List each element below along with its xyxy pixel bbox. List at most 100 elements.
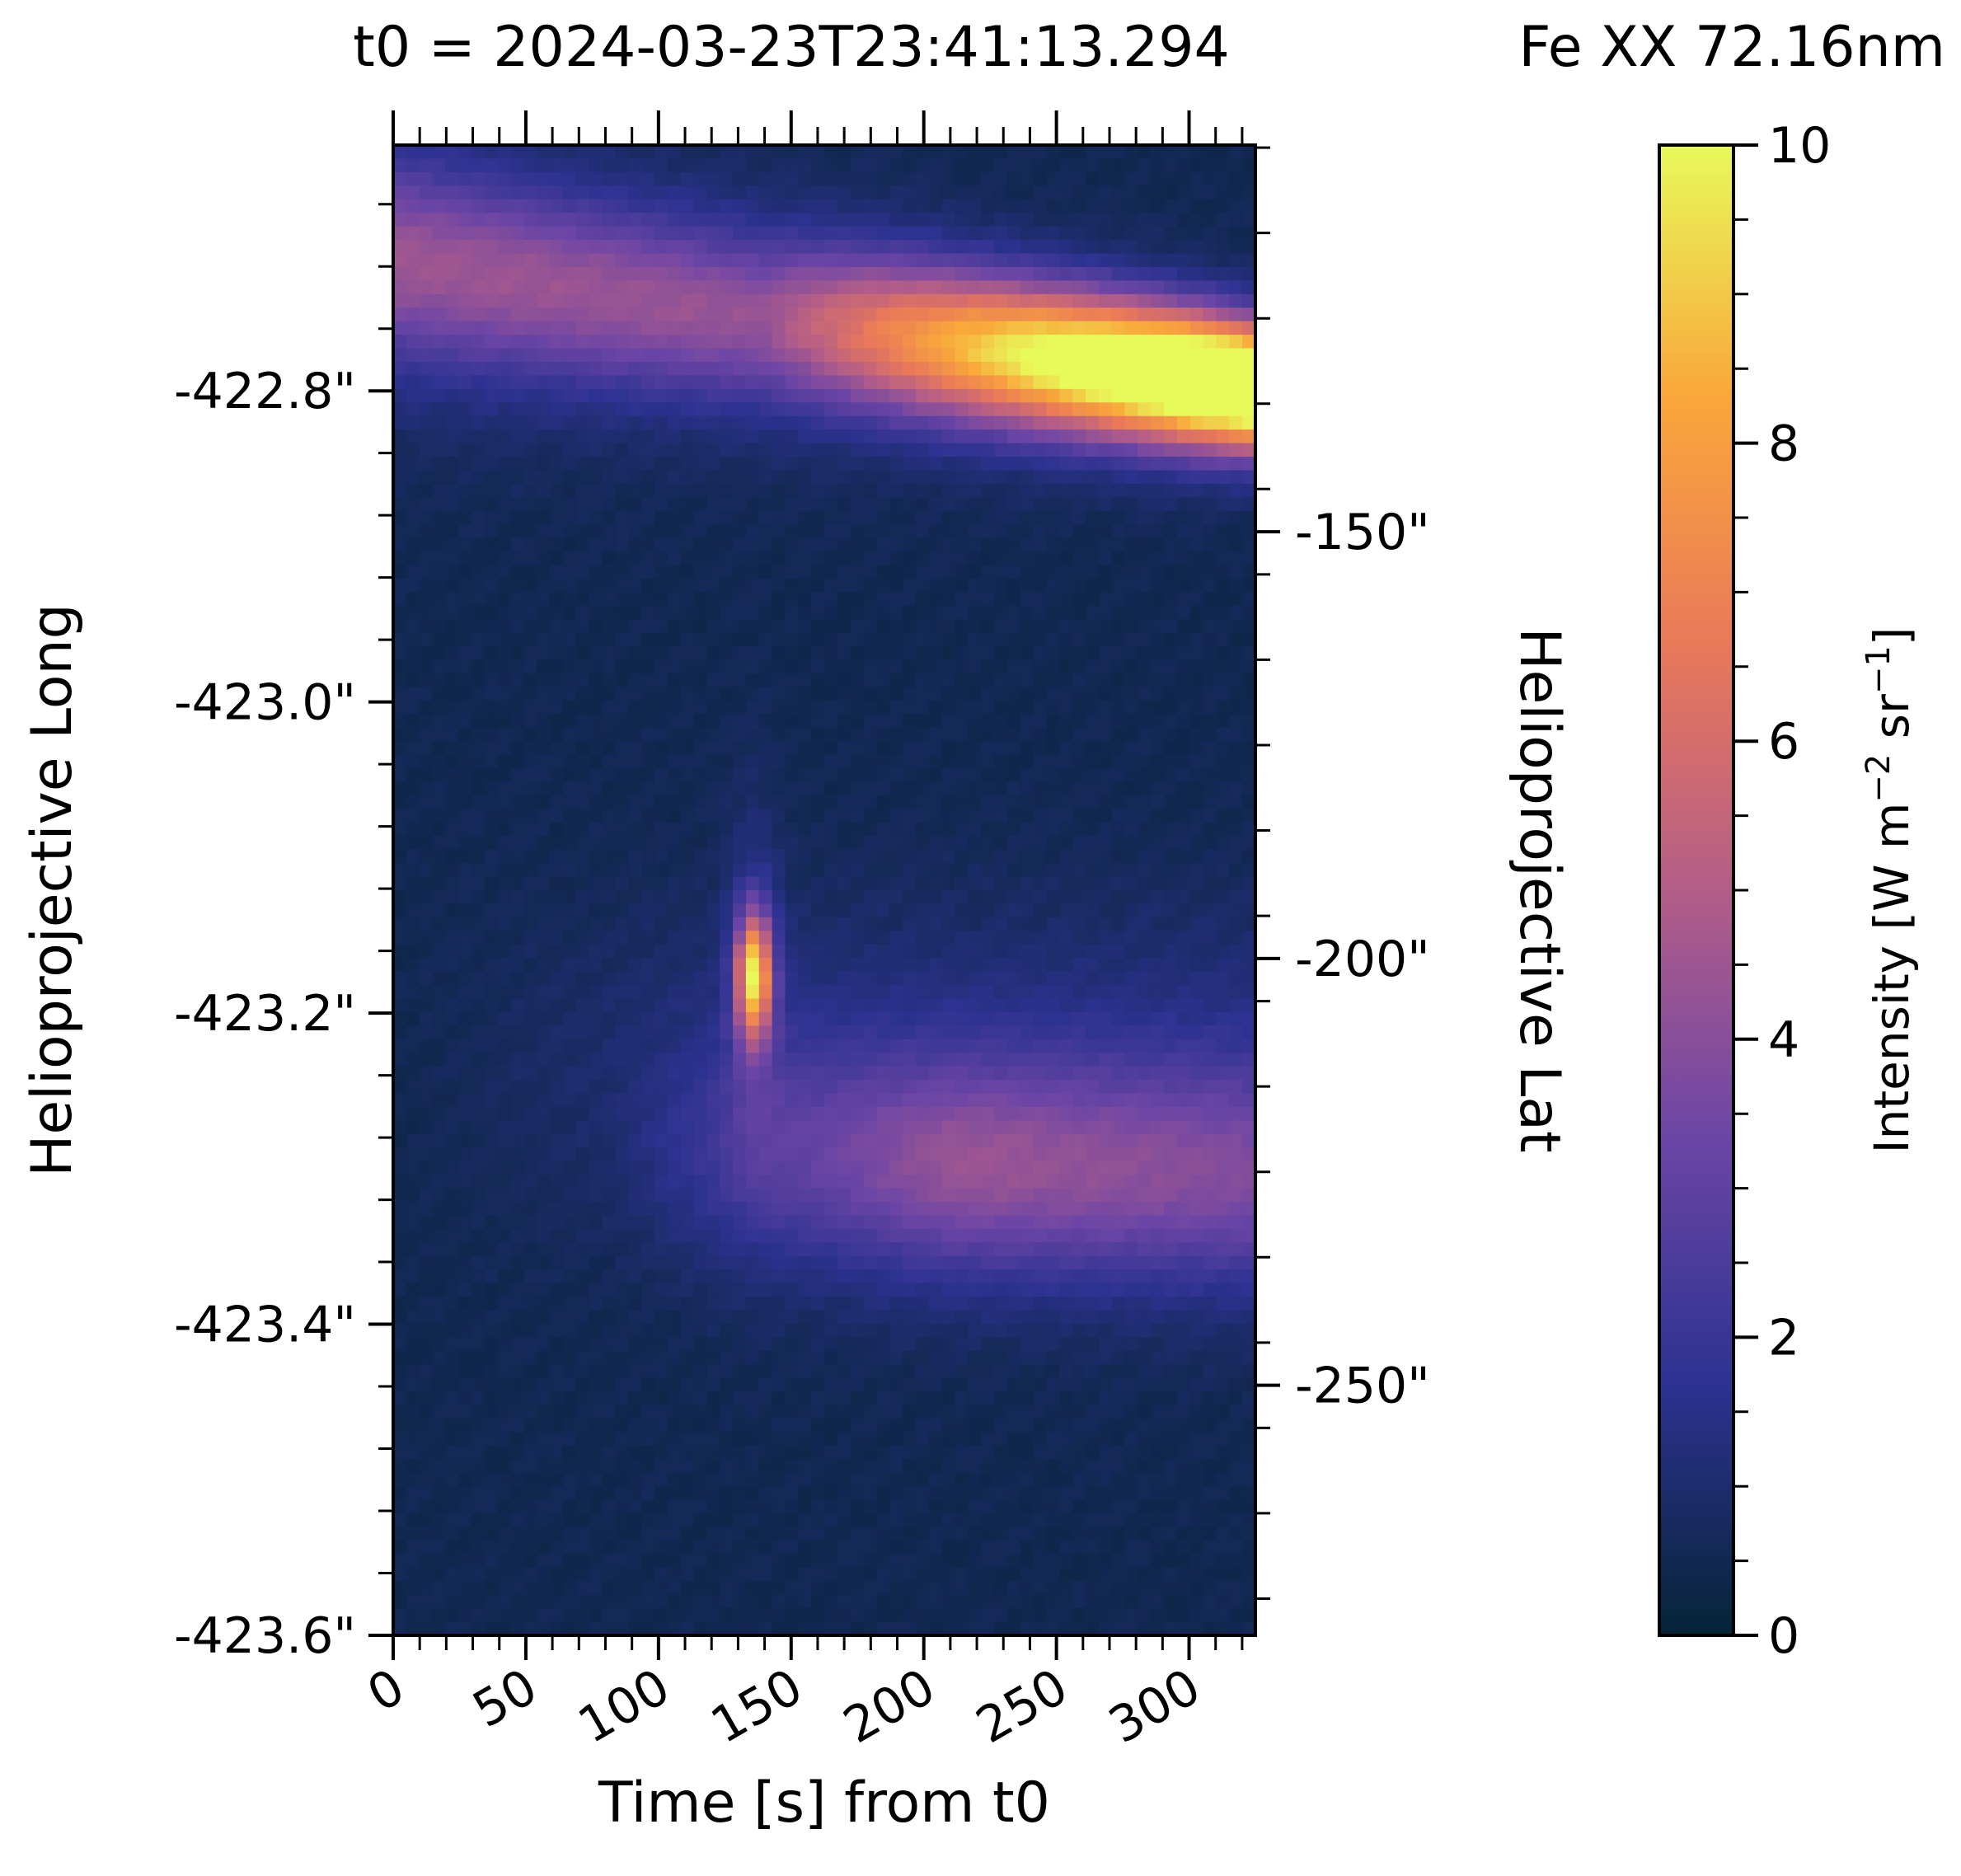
heatmap-cell: [589, 998, 603, 1013]
heatmap-cell: [693, 185, 707, 200]
heatmap-cell: [641, 1011, 655, 1026]
heatmap-cell: [667, 1011, 682, 1026]
heatmap-cell: [824, 158, 838, 173]
heatmap-cell: [680, 1621, 695, 1635]
heatmap-cell: [537, 1445, 551, 1460]
heatmap-cell: [693, 1323, 707, 1338]
heatmap-cell: [523, 1405, 537, 1419]
heatmap-cell: [523, 971, 537, 986]
heatmap-cell: [981, 457, 995, 471]
heatmap-cell: [863, 307, 877, 322]
heatmap-cell: [889, 199, 903, 213]
heatmap-cell: [680, 768, 695, 783]
heatmap-cell: [837, 253, 851, 268]
heatmap-cell: [758, 145, 773, 160]
heatmap-cell: [445, 524, 459, 539]
heatmap-cell: [471, 1228, 486, 1243]
heatmap-cell: [654, 578, 669, 593]
heatmap-cell: [484, 1310, 499, 1325]
heatmap-cell: [602, 1608, 617, 1623]
heatmap-cell: [745, 307, 760, 322]
heatmap-cell: [706, 415, 720, 430]
heatmap-cell: [706, 836, 720, 851]
heatmap-cell: [863, 158, 877, 173]
heatmap-cell: [824, 483, 838, 498]
heatmap-cell: [758, 1025, 773, 1040]
heatmap-cell: [589, 1269, 603, 1284]
heatmap-cell: [406, 1188, 420, 1203]
heatmap-cell: [667, 293, 682, 308]
heatmap-cell: [537, 402, 551, 417]
heatmap-cell: [772, 1133, 786, 1148]
heatmap-cell: [850, 1161, 865, 1175]
heatmap-cell: [928, 809, 943, 823]
heatmap-cell: [484, 1621, 499, 1635]
heatmap-cell: [850, 524, 865, 539]
heatmap-cell: [915, 971, 930, 986]
heatmap-cell: [693, 1594, 707, 1609]
heatmap-cell: [863, 754, 877, 769]
heatmap-cell: [471, 1106, 486, 1122]
heatmap-cell: [563, 497, 577, 512]
heatmap-cell: [772, 361, 786, 377]
heatmap-cell: [575, 348, 590, 363]
heatmap-cell: [941, 1486, 956, 1501]
heatmap-cell: [563, 1364, 577, 1379]
heatmap-cell: [706, 578, 720, 593]
heatmap-cell: [641, 1147, 655, 1162]
heatmap-cell: [706, 483, 720, 498]
heatmap-cell: [772, 1310, 786, 1325]
heatmap-cell: [720, 375, 734, 390]
heatmap-cell: [798, 1066, 812, 1081]
heatmap-cell: [602, 171, 617, 186]
heatmap-cell: [733, 876, 747, 891]
heatmap-cell: [484, 470, 499, 485]
heatmap-cell: [628, 754, 642, 769]
heatmap-cell: [445, 673, 459, 688]
heatmap-cell: [772, 714, 786, 729]
heatmap-cell: [563, 145, 577, 160]
heatmap-cell: [706, 497, 720, 512]
heatmap-cell: [484, 483, 499, 498]
heatmap-cell: [393, 781, 407, 796]
heatmap-cell: [537, 1175, 551, 1189]
heatmap-cell: [955, 1499, 969, 1514]
heatmap-cell: [955, 537, 969, 552]
heatmap-cell: [772, 348, 786, 363]
heatmap-cell: [589, 1025, 603, 1040]
heatmap-cell: [550, 185, 564, 200]
heatmap-cell: [850, 335, 865, 349]
heatmap-cell: [758, 1297, 773, 1311]
heatmap-cell: [772, 673, 786, 688]
heatmap-cell: [523, 1093, 537, 1108]
heatmap-cell: [837, 443, 851, 457]
heatmap-cell: [471, 1472, 486, 1487]
heatmap-cell: [615, 700, 629, 715]
heatmap-cell: [745, 646, 760, 661]
heatmap-cell: [720, 307, 734, 322]
heatmap-cell: [745, 551, 760, 566]
heatmap-cell: [537, 145, 551, 160]
heatmap-cell: [850, 1120, 865, 1135]
heatmap-cell: [876, 565, 890, 579]
heatmap-cell: [720, 1432, 734, 1447]
heatmap-cell: [484, 931, 499, 945]
heatmap-cell: [471, 890, 486, 905]
heatmap-cell: [850, 307, 865, 322]
heatmap-cell: [850, 1242, 865, 1257]
heatmap-cell: [667, 1039, 682, 1053]
heatmap-cell: [720, 890, 734, 905]
heatmap-cell: [563, 293, 577, 308]
heatmap-cell: [837, 768, 851, 783]
heatmap-cell: [955, 1297, 969, 1311]
heatmap-cell: [484, 863, 499, 878]
heatmap-cell: [393, 1581, 407, 1596]
heatmap-cell: [667, 253, 682, 268]
heatmap-cell: [824, 605, 838, 620]
heatmap-cell: [537, 1215, 551, 1230]
heatmap-cell: [654, 1459, 669, 1474]
heatmap-cell: [955, 714, 969, 729]
heatmap-cell: [445, 809, 459, 823]
heatmap-cell: [471, 632, 486, 647]
heatmap-cell: [876, 971, 890, 986]
